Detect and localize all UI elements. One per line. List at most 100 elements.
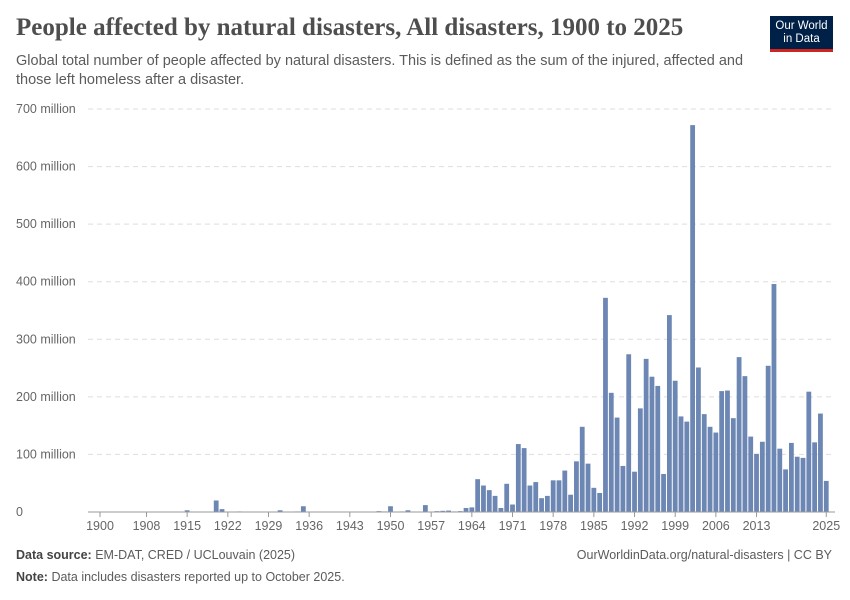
bar-2013 xyxy=(754,453,759,512)
bar-2011 xyxy=(742,376,748,512)
y-tick-label: 200 million xyxy=(16,390,76,404)
bar-1971 xyxy=(510,504,515,512)
bar-1997 xyxy=(661,474,666,512)
x-tick-label: 1900 xyxy=(86,519,114,533)
bar-1920 xyxy=(213,500,219,512)
bar-2014 xyxy=(759,441,765,512)
bar-1968 xyxy=(492,495,498,512)
x-tick-label: 1957 xyxy=(417,519,445,533)
bar-1973 xyxy=(521,448,527,512)
bar-1959 xyxy=(440,510,446,512)
bar-1964 xyxy=(469,507,475,512)
source-text[interactable]: EM-DAT, CRED / UCLouvain (2025) xyxy=(95,548,296,562)
bar-1965 xyxy=(475,479,481,512)
bar-1967 xyxy=(486,490,492,512)
bar-1993 xyxy=(637,408,643,512)
x-tick-label: 2025 xyxy=(812,519,840,533)
bar-1995 xyxy=(649,376,655,512)
bar-1972 xyxy=(515,444,521,512)
bar-1953 xyxy=(405,510,411,512)
bar-1974 xyxy=(527,485,533,512)
x-tick-label: 1929 xyxy=(255,519,283,533)
bar-1991 xyxy=(626,354,632,512)
bar-2006 xyxy=(713,432,719,512)
bar-2020 xyxy=(794,456,800,512)
chart-subtitle: Global total number of people affected b… xyxy=(16,53,744,88)
x-tick-label: 1943 xyxy=(336,519,364,533)
bar-1978 xyxy=(550,480,556,512)
y-tick-label: 0 xyxy=(16,505,23,519)
bar-1984 xyxy=(585,463,591,512)
bar-2010 xyxy=(736,357,742,512)
x-tick-label: 1936 xyxy=(295,519,323,533)
bar-1983 xyxy=(579,426,585,512)
note: Note: Data includes disasters reported u… xyxy=(16,570,345,584)
bar-1989 xyxy=(614,417,620,512)
bar-1992 xyxy=(632,471,637,512)
bar-1985 xyxy=(591,487,597,512)
bar-2018 xyxy=(783,469,788,512)
bar-2001 xyxy=(684,421,690,512)
x-tick-label: 1971 xyxy=(499,519,527,533)
bar-1931 xyxy=(277,510,283,512)
bar-1956 xyxy=(422,505,428,512)
bar-2007 xyxy=(719,391,725,512)
bar-2008 xyxy=(725,390,730,512)
bar-2019 xyxy=(788,442,794,512)
bar-1994 xyxy=(643,358,649,512)
bar-1979 xyxy=(556,480,562,512)
bar-2003 xyxy=(696,367,701,512)
source-label: Data source: xyxy=(16,548,92,562)
bar-1966 xyxy=(481,485,486,512)
note-label: Note: xyxy=(16,570,48,584)
bar-1980 xyxy=(562,470,568,512)
bar-2000 xyxy=(678,416,684,512)
y-tick-label: 600 million xyxy=(16,160,76,174)
data-source: Data source: EM-DAT, CRED / UCLouvain (2… xyxy=(16,548,295,562)
x-tick-label: 1999 xyxy=(661,519,689,533)
bar-1970 xyxy=(504,483,510,512)
bar-1950 xyxy=(388,506,393,512)
owid-logo[interactable]: Our World in Data xyxy=(770,16,833,52)
bar-1976 xyxy=(539,498,544,512)
x-tick-label: 1915 xyxy=(173,519,201,533)
bar-2024 xyxy=(818,413,823,512)
bar-1981 xyxy=(568,494,574,512)
bar-2017 xyxy=(777,448,783,512)
bar-1935 xyxy=(300,506,306,512)
bar-2009 xyxy=(730,418,736,512)
y-tick-label: 700 million xyxy=(16,102,76,116)
x-tick-label: 2013 xyxy=(743,519,771,533)
bar-1999 xyxy=(672,380,678,512)
bar-2023 xyxy=(812,442,818,512)
source-url[interactable]: OurWorldinData.org/natural-disasters | C… xyxy=(576,548,832,562)
bar-2022 xyxy=(806,391,812,512)
x-tick-label: 2006 xyxy=(702,519,730,533)
bar-1998 xyxy=(666,315,672,512)
x-tick-label: 1922 xyxy=(214,519,242,533)
bar-2005 xyxy=(707,426,713,512)
x-tick-label: 1978 xyxy=(539,519,567,533)
bar-1990 xyxy=(620,465,626,512)
x-tick-label: 1985 xyxy=(580,519,608,533)
y-tick-label: 400 million xyxy=(16,275,76,289)
chart-title: People affected by natural disasters, Al… xyxy=(16,14,684,41)
bar-2015 xyxy=(765,365,771,512)
y-tick-label: 300 million xyxy=(16,332,76,346)
bar-2016 xyxy=(771,284,777,512)
bar-2002 xyxy=(690,125,696,513)
bar-1988 xyxy=(608,392,614,512)
bar-1986 xyxy=(597,493,603,512)
note-text: Data includes disasters reported up to O… xyxy=(51,570,345,584)
y-tick-label: 100 million xyxy=(16,447,76,461)
bar-2025 xyxy=(823,480,829,512)
bar-2021 xyxy=(800,457,806,512)
bar-1915 xyxy=(184,510,190,512)
bar-2004 xyxy=(701,414,707,512)
x-tick-label: 1908 xyxy=(133,519,161,533)
bar-1921 xyxy=(219,509,225,512)
bar-1975 xyxy=(533,482,539,512)
bar-1982 xyxy=(574,461,579,512)
